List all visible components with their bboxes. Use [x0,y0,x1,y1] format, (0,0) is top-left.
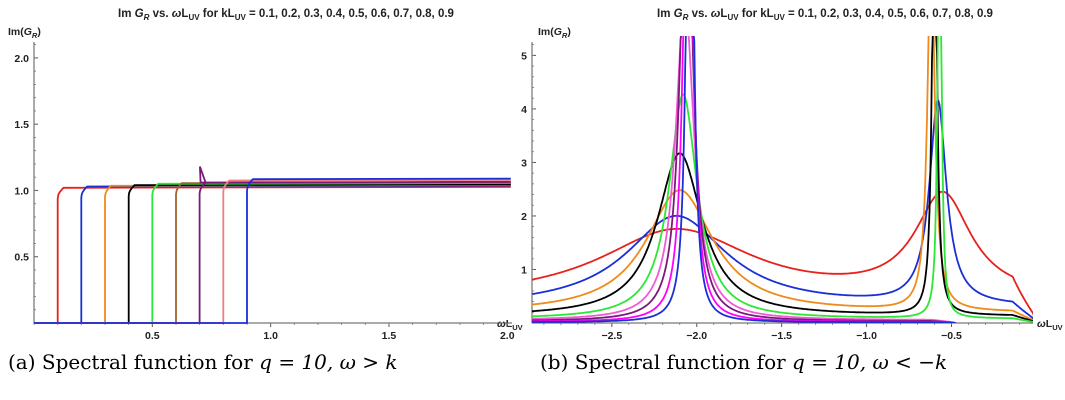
panel-a-xlabel: ωLUV [497,318,523,332]
y-tick-label: 2 [521,211,527,223]
y-tick-label: 5 [521,50,527,62]
panel-a: Im GR vs. ωLUV for kLUV = 0.1, 0.2, 0.3,… [8,8,523,342]
panel-b-ylabel: Im(GR) [538,26,571,40]
y-tick-label: 2.0 [14,53,29,65]
series-line-k-0.1 [34,185,511,324]
panel-b: Im GR vs. ωLUV for kLUV = 0.1, 0.2, 0.3,… [521,8,1062,342]
panel-a-plot [34,166,511,324]
panel-a-title: Im GR vs. ωLUV for kLUV = 0.1, 0.2, 0.3,… [118,8,454,22]
x-tick-label: −0.5 [941,330,962,342]
series-line-k-0.4 [34,183,511,324]
panel-b-axes: −2.5 −2.0 −1.5 −1.0 −0.5 1 2 3 4 5 [521,42,1033,342]
series-line-k-0.4 [532,36,1033,323]
x-tick-label: −1.0 [856,330,877,342]
series-line-k-0.7 [34,166,511,324]
panel-b-xlabel: ωLUV [1037,318,1063,332]
x-tick-label: −1.5 [771,330,792,342]
series-line-k-0.2 [532,98,1033,320]
panel-a-ylabel: Im(GR) [8,26,41,40]
series-line-k-0.6 [34,181,511,324]
series-line-k-0.5 [34,182,511,324]
y-tick-label: 1.0 [14,185,29,197]
caption-b: (b) Spectral function for q = 10, ω < −k [540,350,948,374]
y-tick-label: 0.5 [14,252,29,264]
x-tick-label: −2.0 [686,330,707,342]
x-tick-label: 1.5 [382,330,397,342]
series-line-k-0.8 [34,179,511,324]
series-line-k-0.9 [34,177,511,324]
panel-b-plot [532,36,1033,323]
y-tick-label: 1.5 [14,119,29,131]
y-tick-label: 4 [521,104,527,116]
x-tick-label: 1.0 [263,330,278,342]
series-line-k-0.3 [34,184,511,324]
y-tick-label: 3 [521,157,527,169]
panel-b-title: Im GR vs. ωLUV for kLUV = 0.1, 0.2, 0.3,… [657,8,993,22]
series-line-k-0.3 [532,36,1033,322]
x-tick-label: −2.5 [601,330,622,342]
x-tick-label: 2.0 [500,330,515,342]
caption-a: (a) Spectral function for q = 10, ω > k [8,350,398,374]
series-line-k-0.5 [532,36,1033,323]
series-line-k-0.6 [532,36,957,323]
series-line-k-0.2 [34,184,511,324]
panel-a-axes: 0.5 1.0 1.5 2.0 0.5 1.0 1.5 2.0 [14,42,515,342]
series-line-k-0.8 [532,36,956,323]
y-tick-label: 1 [521,264,527,276]
series-line-k-0.7 [532,36,957,323]
series-line-k-0.9 [532,36,956,323]
x-tick-label: 0.5 [145,330,160,342]
series-line-k-0.1 [532,190,1033,316]
